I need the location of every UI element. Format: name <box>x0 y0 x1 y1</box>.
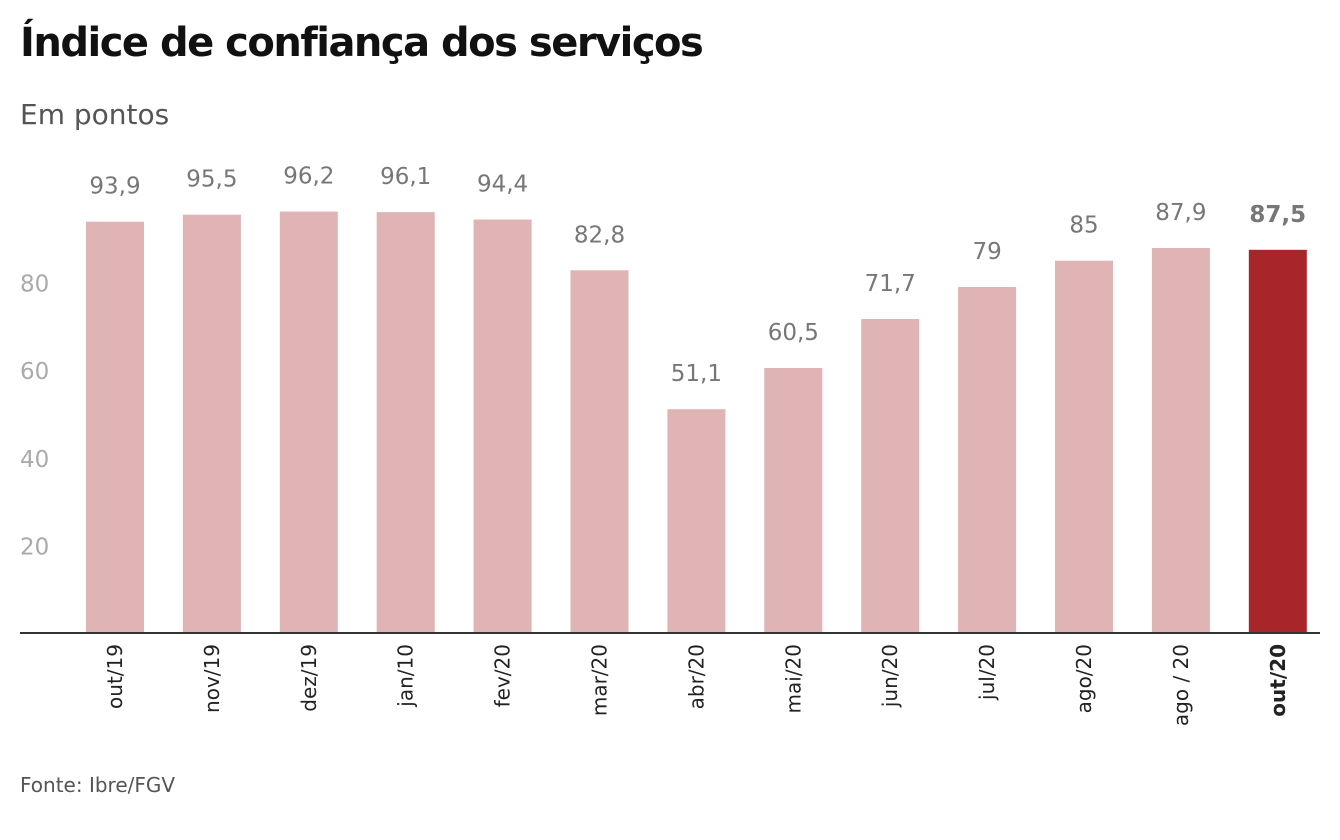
bar <box>182 214 241 633</box>
bar-value-label: 87,5 <box>1249 202 1306 228</box>
bar-value-label: 96,1 <box>380 164 431 190</box>
bar-value-label: 85 <box>1069 213 1098 239</box>
bars <box>86 211 1307 634</box>
bar-value-label: 79 <box>972 239 1001 265</box>
bar-value-label: 71,7 <box>865 271 916 297</box>
bar <box>376 212 435 633</box>
x-tick-label: jun/20 <box>878 644 902 708</box>
x-tick-label: ago/20 <box>1072 644 1096 713</box>
chart-title: Índice de confiança dos serviços <box>20 20 704 66</box>
x-tick-label: mar/20 <box>588 644 612 716</box>
bar <box>279 211 338 633</box>
x-tick-label: out/19 <box>103 644 127 709</box>
bar-value-label: 60,5 <box>768 320 819 346</box>
x-tick-label: jan/10 <box>394 644 418 708</box>
bar-value-label: 87,9 <box>1155 200 1206 226</box>
bar <box>86 221 144 633</box>
bar-value-label: 95,5 <box>186 167 237 193</box>
y-tick-label: 20 <box>20 534 49 560</box>
x-tick-label: abr/20 <box>684 644 708 709</box>
x-tick-label: jul/20 <box>975 644 999 701</box>
y-axis-ticks: 20 40 60 80 <box>20 272 49 561</box>
bar <box>667 409 726 633</box>
x-tick-label: nov/19 <box>200 644 224 713</box>
bar <box>473 219 532 633</box>
x-tick-label: fev/20 <box>491 644 515 707</box>
y-tick-label: 60 <box>20 359 49 385</box>
bar-value-label: 96,2 <box>283 164 334 190</box>
bar-value-label: 94,4 <box>477 172 528 198</box>
bar <box>1151 248 1210 633</box>
y-tick-label: 40 <box>20 447 49 473</box>
bar <box>861 319 920 633</box>
x-tick-label: ago / 20 <box>1169 644 1193 726</box>
bar <box>958 287 1017 633</box>
x-axis-ticks: out/19 nov/19 dez/19 jan/10 fev/20 mar/20 abr/… <box>103 644 1290 726</box>
bar-chart: 20 40 60 80 93,9 95,5 96,2 96,1 94,4 82,8 51,1 60,… <box>20 164 1320 726</box>
value-labels: 93,9 95,5 96,2 96,1 94,4 82,8 51,1 60,5 71,7 79 85… <box>89 164 1306 388</box>
x-tick-label: out/20 <box>1266 644 1290 717</box>
source-note: Fonte: Ibre/FGV <box>20 773 176 797</box>
bar <box>1055 260 1113 633</box>
bar-value-label: 93,9 <box>89 174 140 200</box>
chart-subtitle: Em pontos <box>20 98 170 131</box>
bar <box>764 368 823 633</box>
y-tick-label: 80 <box>20 272 49 298</box>
bar <box>1248 249 1307 634</box>
bar <box>570 270 629 633</box>
bar-value-label: 82,8 <box>574 222 625 248</box>
bar-value-label: 51,1 <box>671 361 722 387</box>
x-tick-label: dez/19 <box>297 644 321 712</box>
x-tick-label: mai/20 <box>781 644 805 713</box>
